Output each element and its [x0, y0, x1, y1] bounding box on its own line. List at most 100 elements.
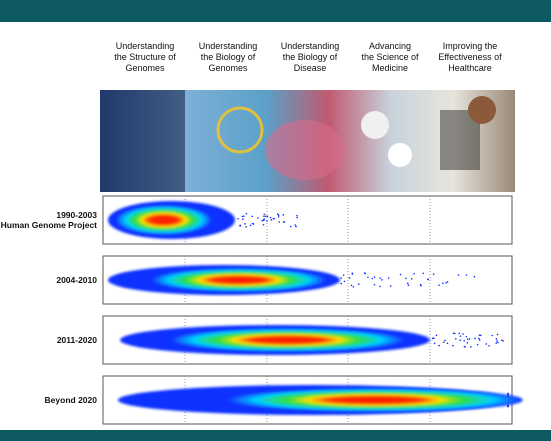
- data-point: [290, 226, 292, 228]
- data-point: [466, 336, 468, 338]
- data-point: [278, 221, 280, 223]
- data-point: [496, 338, 498, 340]
- data-point: [405, 277, 407, 279]
- data-point: [458, 333, 460, 335]
- data-point: [242, 218, 244, 220]
- data-point: [250, 225, 252, 227]
- data-point: [463, 340, 465, 342]
- data-point: [246, 213, 248, 215]
- data-point: [460, 335, 462, 337]
- column-header: Medicine: [372, 63, 408, 73]
- data-point: [444, 340, 446, 342]
- bottom-bar: [0, 430, 551, 441]
- data-point: [427, 279, 429, 281]
- data-point: [278, 214, 280, 216]
- row-label: 2004-2010: [56, 275, 97, 285]
- data-point: [496, 340, 498, 342]
- data-point: [442, 283, 444, 285]
- top-bar: [0, 0, 551, 22]
- data-point: [491, 335, 493, 337]
- row-label: 1990-2003: [56, 210, 97, 220]
- data-point: [497, 334, 499, 336]
- data-point: [371, 278, 373, 280]
- data-point: [480, 335, 482, 337]
- data-point: [294, 224, 296, 226]
- data-point: [270, 217, 272, 219]
- data-point: [420, 285, 422, 287]
- data-point: [367, 276, 369, 278]
- data-point: [282, 214, 284, 216]
- column-header: Effectiveness of: [438, 52, 502, 62]
- data-point: [507, 393, 509, 395]
- data-point: [379, 277, 381, 279]
- data-point: [501, 339, 503, 341]
- data-point: [477, 344, 479, 346]
- row-label: Beyond 2020: [45, 395, 98, 405]
- data-point: [464, 346, 466, 348]
- density-core: [226, 388, 522, 412]
- data-point: [267, 215, 269, 217]
- density-core: [151, 268, 327, 292]
- image-strip: [100, 90, 515, 192]
- data-point: [455, 338, 457, 340]
- data-point: [340, 283, 342, 285]
- data-point: [265, 216, 267, 218]
- data-point: [243, 215, 245, 217]
- density-core: [170, 328, 406, 352]
- data-point: [263, 213, 265, 215]
- data-point: [436, 334, 438, 336]
- data-point: [452, 345, 454, 347]
- data-point: [374, 284, 376, 286]
- column-header: Understanding: [281, 41, 340, 51]
- data-point: [352, 273, 354, 275]
- data-point: [422, 273, 424, 275]
- column-header: Understanding: [199, 41, 258, 51]
- data-point: [466, 274, 468, 276]
- data-point: [251, 216, 253, 218]
- column-header: Understanding: [116, 41, 175, 51]
- data-point: [266, 220, 268, 222]
- row-label: 2011-2020: [57, 335, 97, 345]
- data-point: [351, 285, 353, 287]
- data-point: [479, 339, 481, 341]
- data-point: [478, 338, 480, 340]
- data-point: [349, 277, 351, 279]
- data-point: [344, 281, 346, 283]
- data-point: [343, 274, 345, 276]
- column-header: Genomes: [125, 63, 165, 73]
- data-point: [495, 342, 497, 344]
- figure: Understandingthe Structure ofGenomesUnde…: [0, 0, 551, 441]
- data-point: [388, 277, 390, 279]
- data-point: [390, 285, 392, 287]
- data-point: [474, 276, 476, 278]
- data-point: [411, 278, 413, 280]
- column-header: Disease: [294, 63, 327, 73]
- data-point: [296, 217, 298, 219]
- data-point: [507, 406, 509, 408]
- data-point: [278, 216, 280, 218]
- data-point: [374, 276, 376, 278]
- data-point: [445, 282, 447, 284]
- column-header: the Biology of: [201, 52, 256, 62]
- data-point: [263, 215, 265, 217]
- density-core: [115, 205, 212, 235]
- column-header: Improving the: [443, 41, 498, 51]
- data-point: [358, 283, 360, 285]
- data-point: [432, 338, 434, 340]
- data-point: [295, 226, 297, 228]
- data-point: [438, 284, 440, 286]
- data-point: [237, 218, 239, 220]
- data-point: [408, 284, 410, 286]
- data-point: [467, 338, 469, 340]
- data-point: [454, 333, 456, 335]
- data-point: [273, 218, 275, 220]
- data-point: [458, 274, 460, 276]
- data-point: [242, 216, 244, 218]
- data-point: [271, 219, 273, 221]
- data-point: [364, 272, 366, 274]
- data-point: [469, 338, 471, 340]
- data-point: [497, 342, 499, 344]
- data-point: [283, 221, 285, 223]
